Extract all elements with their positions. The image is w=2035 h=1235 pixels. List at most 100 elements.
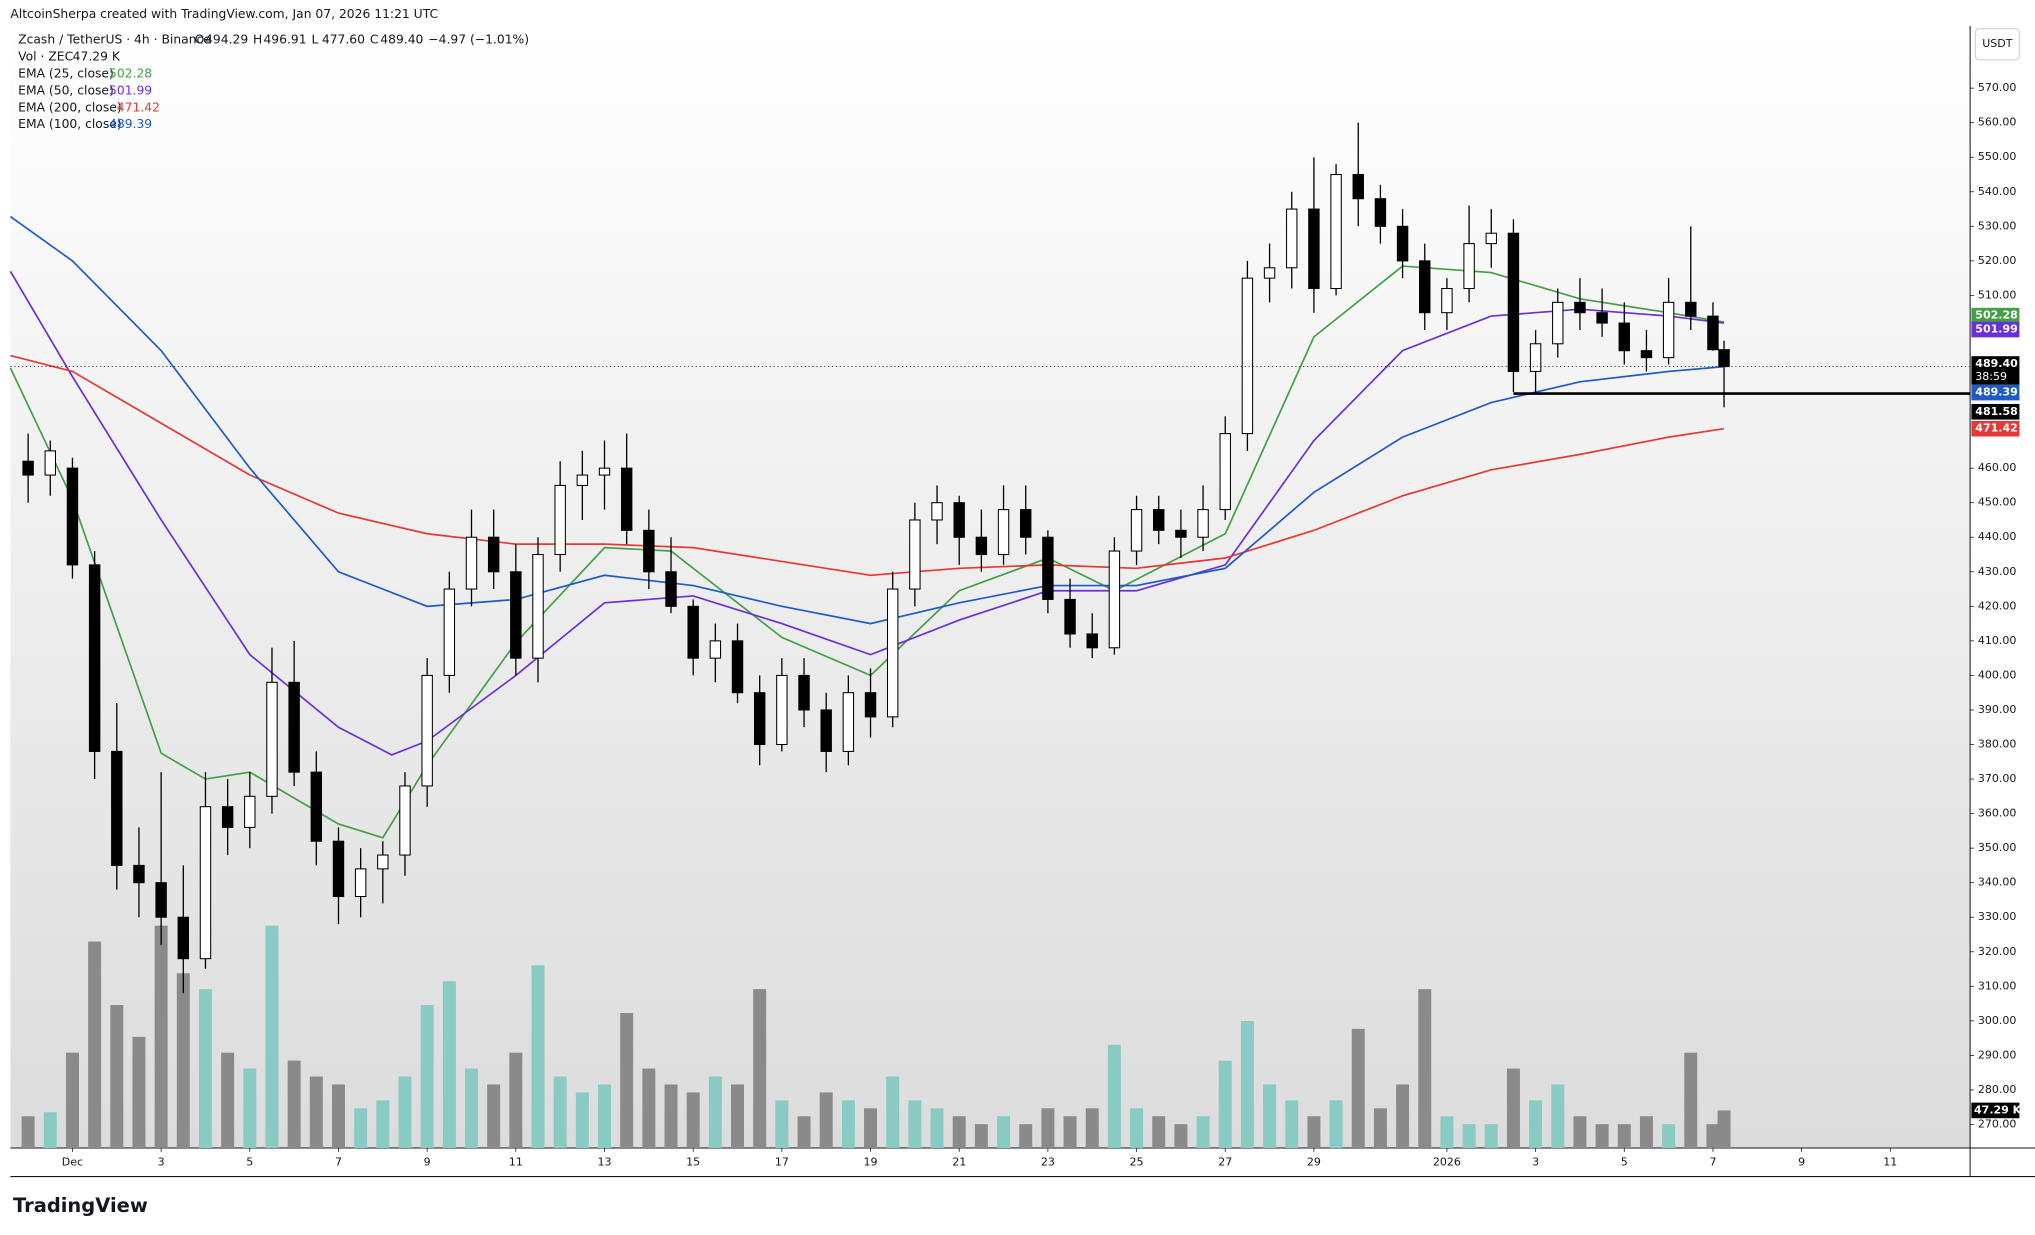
x-tick-label: 25 <box>1130 1155 1144 1168</box>
y-tick-label: 550.00 <box>1978 150 2017 163</box>
volume-bar <box>1717 1110 1731 1148</box>
candle-body <box>931 502 943 521</box>
candle-body <box>1374 198 1387 227</box>
volume-bar <box>309 1076 323 1148</box>
volume-bar <box>487 1084 501 1148</box>
volume-bar <box>1506 1068 1520 1148</box>
y-tick-label: 280.00 <box>1978 1083 2017 1096</box>
ohlc-value: 489.40 <box>380 33 423 47</box>
candle-body <box>510 571 522 659</box>
volume-bar <box>1174 1124 1188 1148</box>
volume-bar <box>376 1100 390 1148</box>
ema-legend-name: EMA (25, close) <box>18 67 114 81</box>
y-tick-label: 330.00 <box>1978 910 2017 923</box>
x-tick-label: 15 <box>686 1155 700 1168</box>
ohlc-value: 477.60 <box>322 33 365 47</box>
candle-body <box>1020 509 1032 538</box>
volume-bar <box>65 1052 79 1148</box>
volume-bar <box>354 1108 368 1148</box>
volume-bar <box>575 1092 589 1148</box>
volume-badge-bg <box>1971 1102 2020 1119</box>
x-tick-label: 5 <box>246 1155 253 1168</box>
candle-body <box>665 571 677 607</box>
volume-bar <box>43 1112 57 1148</box>
candle-body <box>199 806 212 960</box>
y-tick-label: 420.00 <box>1978 599 2017 612</box>
candle-body <box>1219 433 1231 511</box>
ohlc-value: 494.29 <box>205 33 248 47</box>
volume-bar <box>1063 1116 1077 1148</box>
volume-bar <box>132 1036 146 1148</box>
ema-badge: 489.39 <box>1975 386 2018 399</box>
volume-bar <box>620 1012 634 1148</box>
ema-badge-bg <box>1971 307 2020 324</box>
candle-body <box>1441 287 1453 314</box>
volume-bar <box>1462 1124 1476 1148</box>
candle-body <box>842 692 855 752</box>
candle-body <box>1574 301 1586 314</box>
volume-badge: 47.29 K <box>1974 1103 2022 1116</box>
candle-body <box>177 916 190 960</box>
candle-body <box>1197 509 1209 538</box>
candle-body <box>620 467 633 531</box>
volume-bar <box>731 1084 745 1148</box>
candle-body <box>1042 536 1054 600</box>
volume-bar <box>1285 1100 1299 1148</box>
countdown: 38:59 <box>1975 370 2007 383</box>
volume-bar <box>198 989 212 1148</box>
candle-body <box>1529 343 1542 372</box>
candle-body <box>399 785 411 856</box>
x-tick-label: 3 <box>1532 1155 1539 1168</box>
level-badge: 481.58 <box>1975 405 2018 418</box>
volume-bar <box>1263 1084 1277 1148</box>
volume-bar <box>1329 1100 1343 1148</box>
volume-bar <box>88 941 102 1148</box>
x-tick-label: 21 <box>952 1155 966 1168</box>
ohlc-label: C <box>370 33 379 47</box>
volume-bar <box>974 1124 988 1148</box>
y-tick-label: 310.00 <box>1978 979 2017 992</box>
candle-body <box>1153 509 1165 531</box>
volume-bar <box>841 1100 855 1148</box>
y-tick-label: 450.00 <box>1978 496 2017 509</box>
candle-body <box>1552 301 1564 345</box>
candle-body <box>731 640 744 694</box>
candle-body <box>1108 550 1121 649</box>
candle-body <box>798 674 810 711</box>
y-tick-label: 400.00 <box>1978 668 2017 681</box>
last-price-badge: 489.40 <box>1975 357 2018 370</box>
volume-bar <box>775 1100 789 1148</box>
candle-body <box>1507 232 1520 372</box>
candle-body <box>1718 349 1730 368</box>
ema-badge: 501.99 <box>1975 323 2018 336</box>
volume-bar <box>1639 1116 1653 1148</box>
x-tick-label: 2026 <box>1433 1155 1461 1168</box>
ohlc-value: 496.91 <box>263 33 306 47</box>
candle-body <box>1463 243 1475 290</box>
volume-bar <box>531 965 545 1148</box>
volume-bar <box>221 1052 235 1148</box>
volume-bar <box>1617 1124 1631 1148</box>
x-tick-label: 23 <box>1041 1155 1055 1168</box>
y-tick-label: 540.00 <box>1978 185 2017 198</box>
x-tick-label: 27 <box>1218 1155 1232 1168</box>
candle-body <box>1241 277 1254 435</box>
candle-body <box>1485 232 1497 245</box>
y-tick-label: 440.00 <box>1978 530 2017 543</box>
x-tick-label: 19 <box>864 1155 878 1168</box>
candle-body <box>354 868 367 898</box>
volume-name: Vol · ZEC <box>18 50 73 64</box>
candle-body <box>1618 322 1630 352</box>
currency-button[interactable] <box>1974 27 2021 61</box>
volume-bar <box>908 1100 922 1148</box>
ema-legend-value: 489.39 <box>109 117 152 131</box>
candle-body <box>1707 315 1719 351</box>
candle-body <box>1662 301 1675 359</box>
candle-body <box>44 450 56 476</box>
ema-badge: 502.28 <box>1975 309 2018 322</box>
currency[interactable]: USDT <box>1982 37 2013 50</box>
ohlc-label: H <box>253 33 262 47</box>
x-tick-label: 29 <box>1307 1155 1321 1168</box>
candle-body <box>643 529 655 573</box>
symbol: Zcash / TetherUS · 4h · Binance <box>18 33 211 47</box>
